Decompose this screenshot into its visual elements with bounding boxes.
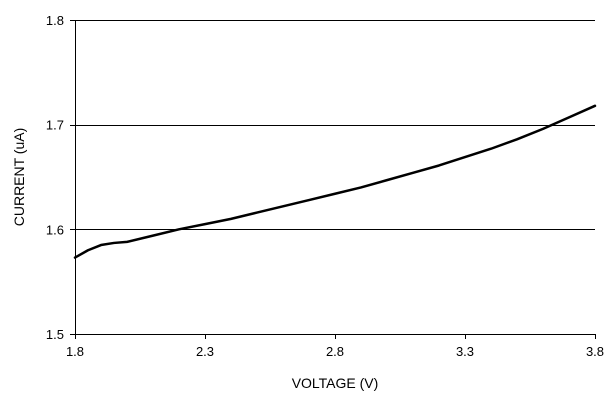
- y-tick-label: 1.7: [46, 118, 64, 133]
- x-tick-label: 2.3: [196, 344, 214, 359]
- tick-label-layer: 1.5 1.6 1.7 1.8 1.8 2.3 2.8 3.3 3.8: [46, 13, 604, 359]
- y-tick-label: 1.8: [46, 13, 64, 28]
- series-layer: [73, 104, 597, 259]
- grid-layer: [75, 20, 595, 230]
- axis-layer: [70, 20, 596, 339]
- y-tick-label: 1.5: [46, 327, 64, 342]
- x-tick-label: 2.8: [326, 344, 344, 359]
- x-tick-label: 1.8: [66, 344, 84, 359]
- series-line: [73, 104, 597, 259]
- y-tick-label: 1.6: [46, 222, 64, 237]
- x-tick-label: 3.8: [586, 344, 604, 359]
- y-axis-title: CURRENT (uA): [11, 128, 27, 227]
- x-axis-title: VOLTAGE (V): [292, 375, 379, 391]
- x-tick-label: 3.3: [456, 344, 474, 359]
